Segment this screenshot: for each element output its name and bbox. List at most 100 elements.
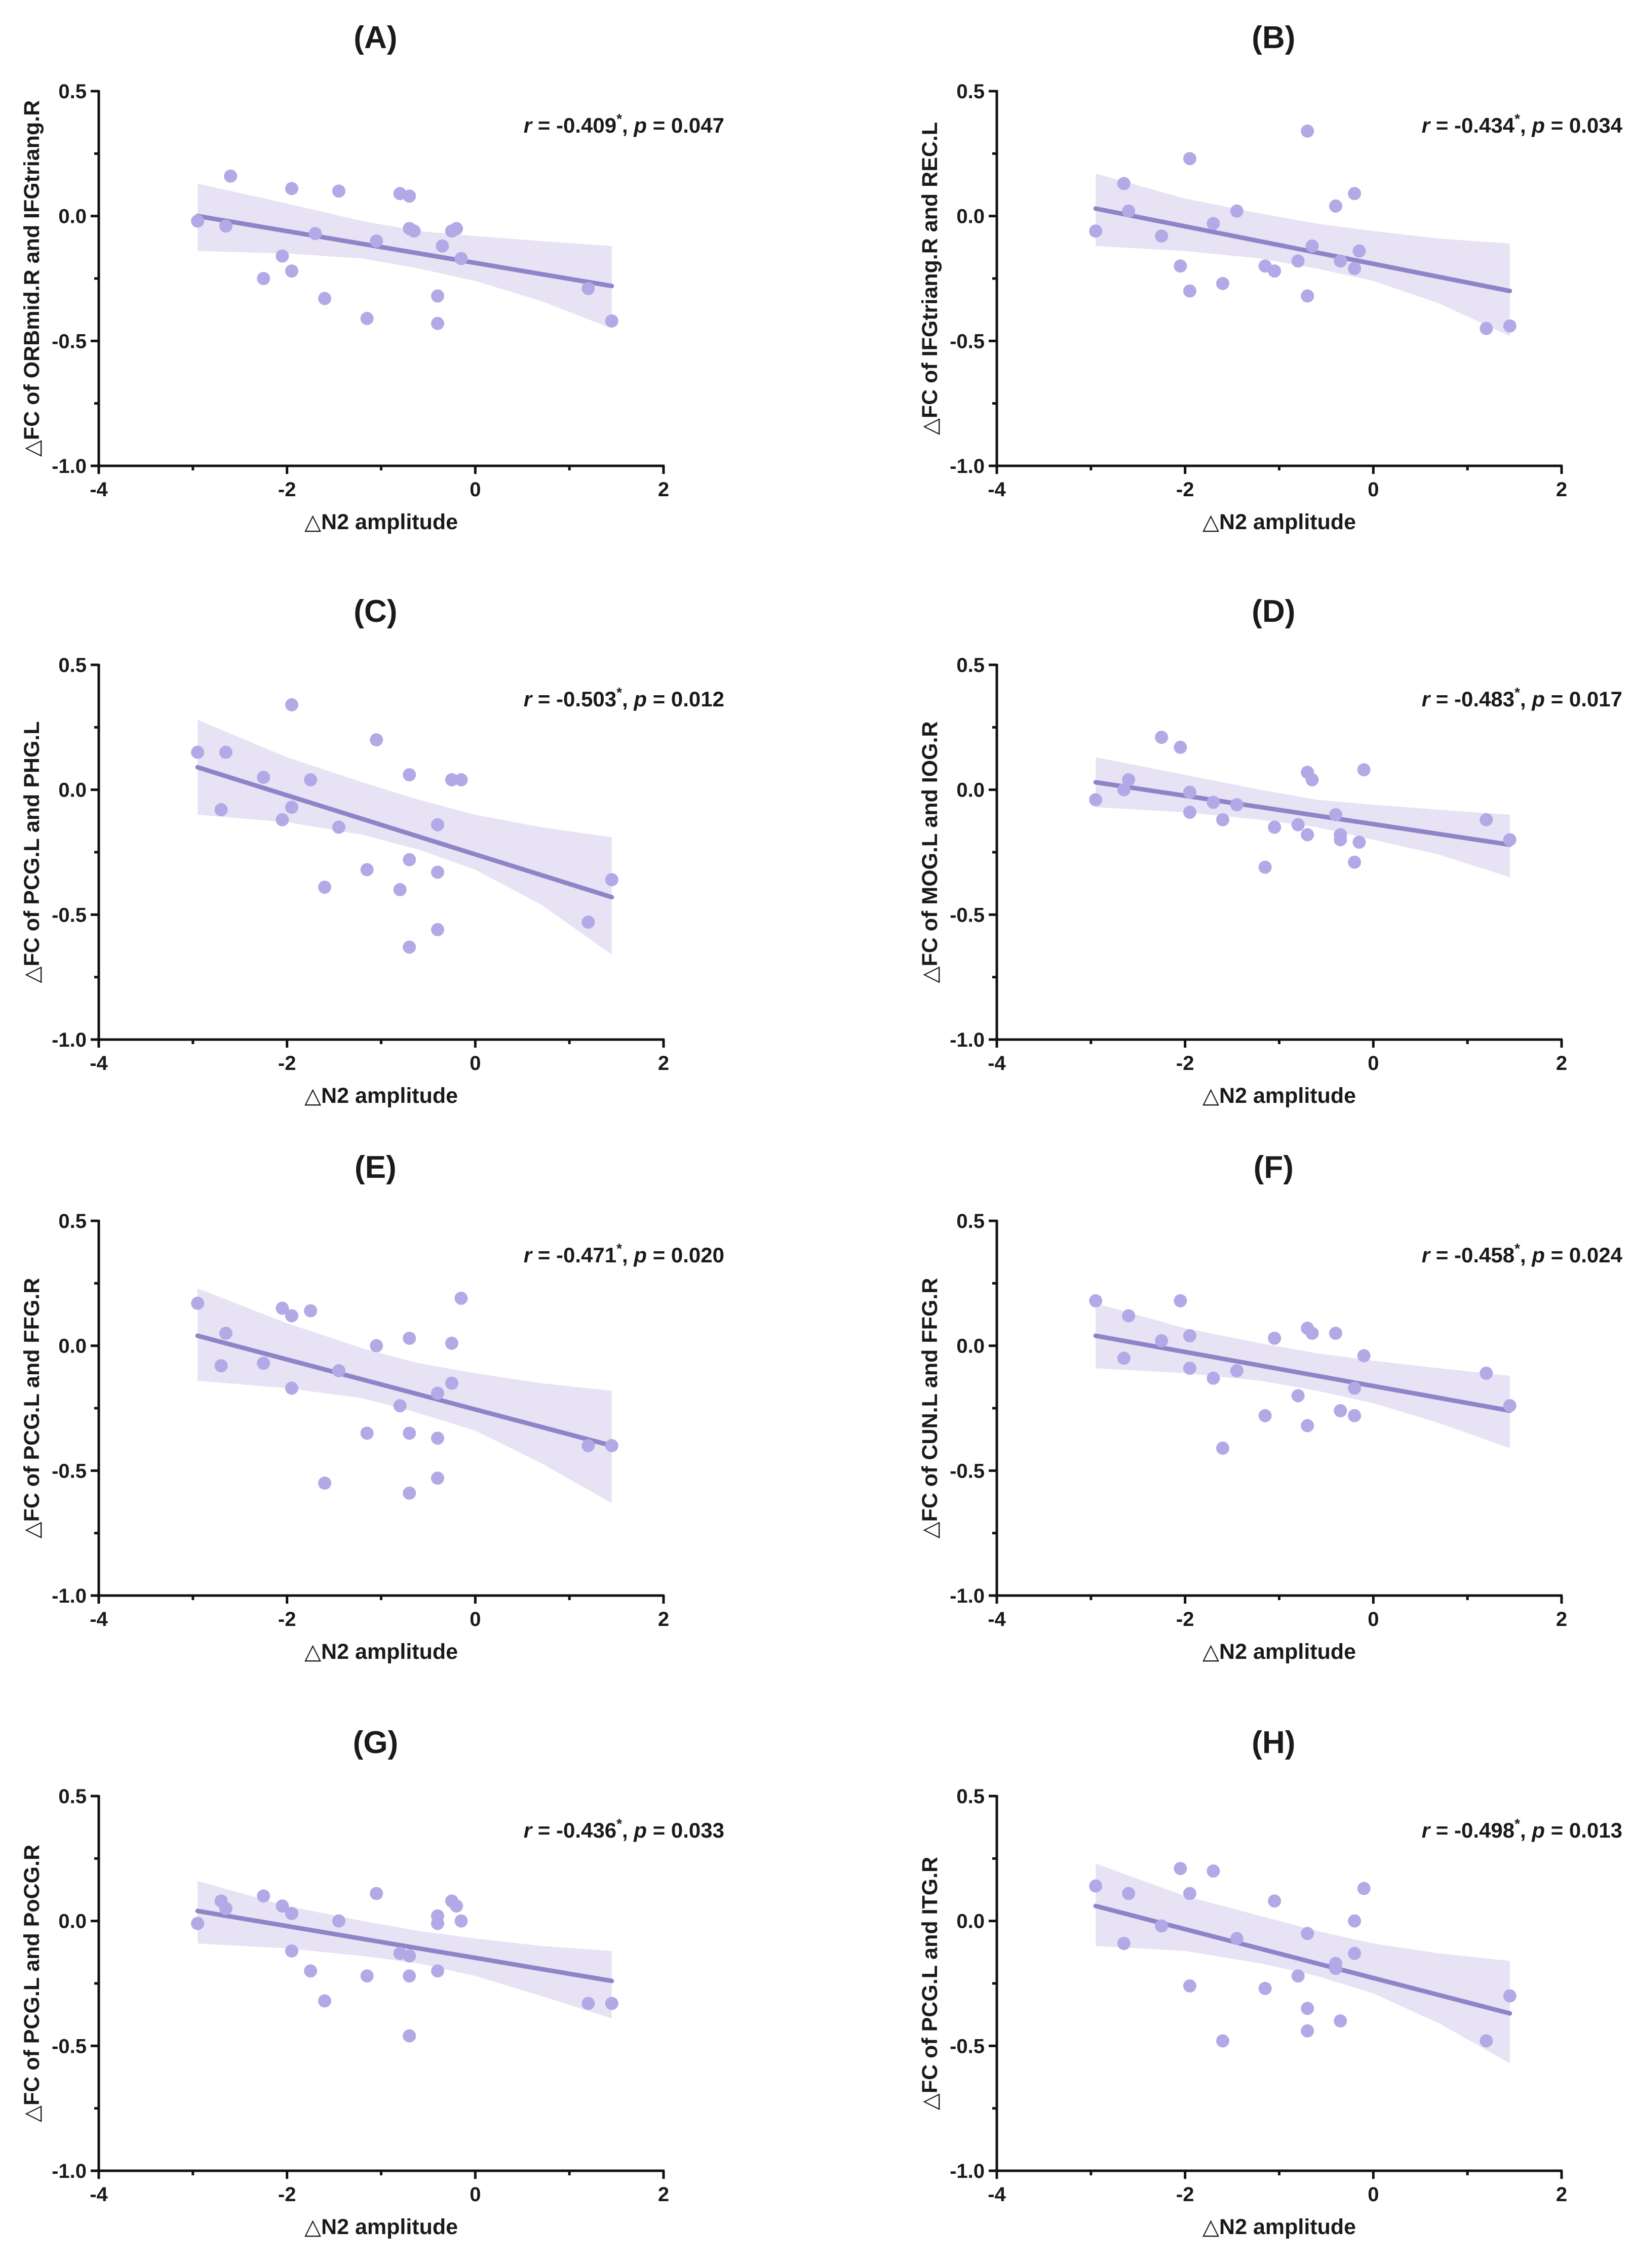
stats-significance: * — [1514, 1816, 1520, 1832]
data-point — [1334, 833, 1347, 847]
x-tick-label: -2 — [1176, 1608, 1194, 1630]
data-point — [1183, 284, 1196, 298]
data-point — [431, 865, 444, 879]
scatter-panel: (G) -1.0 -0.5 0.0 0.5 -4 -2 0 2 △N2 amplitude △FC … — [20, 1725, 724, 2239]
confidence-band — [198, 720, 612, 955]
data-point — [403, 853, 416, 866]
stats-r-value: = -0.436 — [532, 1818, 616, 1842]
scatter-panel: (E) -1.0 -0.5 0.0 0.5 -4 -2 0 2 △N2 amplitude △FC … — [20, 1150, 724, 1664]
data-point — [370, 733, 383, 746]
data-point — [318, 881, 331, 894]
y-tick-label: 0.5 — [956, 1210, 985, 1232]
data-point — [1216, 2034, 1229, 2048]
data-point — [454, 1291, 468, 1305]
stats-p-value: = 0.047 — [647, 113, 724, 137]
data-point — [332, 1364, 345, 1377]
data-point — [285, 1906, 298, 1920]
data-point — [1183, 1362, 1196, 1375]
stats-annotation: r = -0.503*, p = 0.012 — [524, 685, 724, 711]
data-point — [445, 1336, 458, 1350]
data-point — [605, 873, 618, 887]
data-point — [191, 1917, 205, 1930]
confidence-band — [198, 1288, 612, 1503]
x-tick-label: 0 — [470, 1052, 481, 1075]
data-point — [403, 1331, 416, 1345]
x-axis-title: △N2 amplitude — [1202, 1640, 1356, 1664]
y-tick-label: -0.5 — [52, 330, 87, 352]
stats-p-value: = 0.012 — [647, 687, 724, 711]
x-tick-label: -4 — [90, 1608, 108, 1630]
data-point — [276, 1899, 289, 1913]
x-tick-label: 2 — [1556, 479, 1567, 501]
stats-significance: * — [1514, 111, 1520, 127]
data-point — [431, 1917, 444, 1930]
data-point — [1089, 1294, 1103, 1307]
stats-p-text: p — [633, 113, 647, 137]
x-tick-label: -2 — [278, 479, 296, 501]
x-tick-label: -2 — [278, 1052, 296, 1075]
data-point — [1301, 1927, 1314, 1940]
scatter-panel: (D) -1.0 -0.5 0.0 0.5 -4 -2 0 2 △N2 amplitude △FC … — [918, 594, 1622, 1108]
data-point — [285, 698, 298, 711]
stats-r-value: = -0.483 — [1430, 687, 1514, 711]
stats-separator: , — [1520, 687, 1532, 711]
stats-r-value: = -0.409 — [532, 113, 616, 137]
y-tick-label: -0.5 — [52, 1460, 87, 1482]
y-tick-label: 0.0 — [956, 1335, 985, 1358]
data-point — [403, 2029, 416, 2043]
x-tick-label: 0 — [470, 2183, 481, 2206]
panel-title: (E) — [355, 1150, 397, 1185]
data-point — [1117, 1937, 1131, 1951]
x-tick-label: 0 — [470, 479, 481, 501]
x-tick-label: 0 — [470, 1608, 481, 1630]
x-tick-label: 2 — [1556, 1052, 1567, 1075]
y-tick-label: 0.0 — [58, 1335, 87, 1358]
regression-line — [195, 1908, 614, 1983]
data-point — [1503, 319, 1517, 333]
data-point — [370, 234, 383, 248]
x-tick-label: -4 — [988, 1052, 1006, 1075]
x-tick-label: -2 — [278, 1608, 296, 1630]
data-point — [1155, 1919, 1169, 1933]
y-tick-label: 0.5 — [58, 1210, 87, 1232]
y-axis-title: △FC of PCG.L and FFG.R — [20, 1278, 44, 1539]
data-point — [1117, 1351, 1131, 1365]
data-point — [224, 169, 238, 183]
x-tick-label: -4 — [988, 479, 1006, 501]
x-axis-title: △N2 amplitude — [1202, 2215, 1356, 2239]
y-tick-label: 0.0 — [956, 1911, 985, 1933]
data-point — [214, 803, 228, 817]
data-point — [318, 292, 331, 305]
data-point — [1089, 793, 1103, 807]
scatter-panel: (H) -1.0 -0.5 0.0 0.5 -4 -2 0 2 △N2 amplitude △FC … — [918, 1725, 1622, 2239]
data-point — [1348, 262, 1362, 275]
data-point — [403, 1969, 416, 1983]
confidence-band — [1096, 173, 1510, 336]
stats-separator: , — [1520, 1818, 1532, 1842]
data-point — [1329, 1327, 1342, 1340]
x-tick-label: 0 — [1368, 2183, 1379, 2206]
data-point — [431, 1386, 444, 1400]
scatter-panel: (F) -1.0 -0.5 0.0 0.5 -4 -2 0 2 △N2 amplitude △FC … — [918, 1150, 1623, 1664]
x-tick-label: -4 — [90, 479, 108, 501]
data-point — [1268, 1331, 1281, 1345]
data-point — [581, 1439, 595, 1452]
x-tick-label: -2 — [1176, 2183, 1194, 2206]
data-point — [1305, 773, 1319, 786]
data-point — [219, 745, 232, 759]
data-point — [1183, 785, 1196, 799]
data-point — [1230, 1364, 1243, 1377]
x-axis-title: △N2 amplitude — [304, 510, 458, 534]
data-point — [1348, 855, 1362, 869]
stats-annotation: r = -0.498*, p = 0.013 — [1422, 1816, 1622, 1842]
y-tick-label: 0.0 — [956, 206, 985, 228]
stats-p-value: = 0.013 — [1545, 1818, 1622, 1842]
x-tick-label: 2 — [658, 2183, 669, 2206]
data-point — [308, 227, 322, 241]
stats-r-text: r — [1422, 113, 1431, 137]
y-tick-label: -1.0 — [950, 2160, 985, 2182]
data-point — [407, 224, 421, 238]
data-point — [257, 771, 270, 784]
x-tick-label: 0 — [1368, 1608, 1379, 1630]
data-point — [431, 1964, 444, 1978]
